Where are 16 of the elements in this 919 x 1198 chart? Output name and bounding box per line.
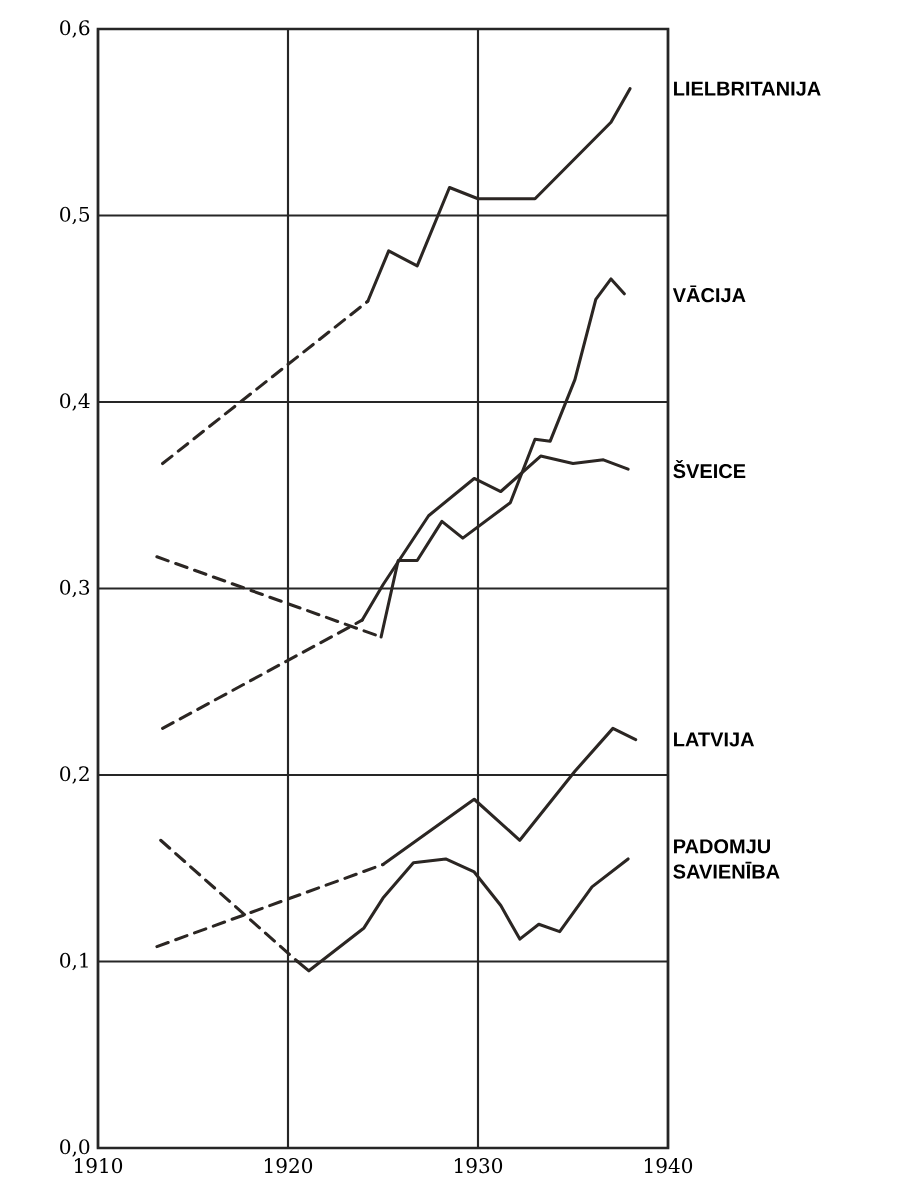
y-tick-label: 0,1 — [60, 952, 88, 971]
y-tick-label: 0,5 — [60, 206, 90, 225]
text: VĀCIJA — [672, 285, 746, 303]
x-tick-label: 1910 — [75, 1158, 123, 1174]
x-tick-label: 1920 — [265, 1158, 313, 1174]
text: ŠVEICE — [673, 460, 746, 479]
y-tick-label: 0,6 — [60, 20, 90, 38]
series-label: LATVIJA — [674, 732, 755, 747]
y-tick-label: 0,3 — [60, 579, 90, 598]
x-tick-label: 1940 — [644, 1158, 693, 1174]
x-tick-label: 1930 — [455, 1158, 503, 1174]
text: PADOMJU SAVIENĪBA — [673, 839, 780, 879]
text: LIELBRITANIJA — [674, 81, 821, 96]
y-tick-label: 0,0 — [60, 1139, 90, 1157]
y-tick-label: 0,2 — [60, 766, 89, 784]
y-tick-label: 0,4 — [60, 393, 90, 411]
